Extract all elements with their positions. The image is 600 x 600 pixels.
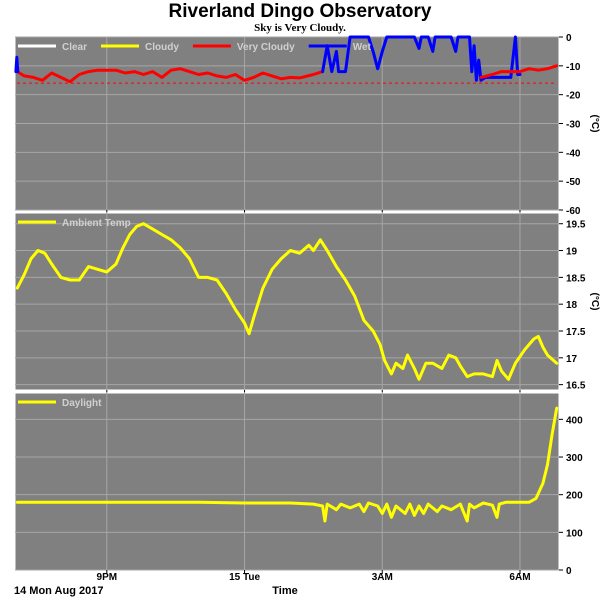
x-axis-tick-label: 3AM [372,572,393,583]
sky-temperature-ytick-label: -60 [566,206,581,217]
sky-temperature-ytick-label: -30 [566,120,581,131]
sky-temperature-legend-label: Wet [353,42,372,53]
ambient-temperature-ytick-label: 17 [566,354,578,365]
ambient-temperature-legend-label: Ambient Temp [62,218,131,229]
sky-temperature-legend-label: Very Cloudy [237,42,295,53]
ambient-temperature-ytick-label: 18.5 [566,273,586,284]
sky-temperature-ytick-label: -10 [566,62,581,73]
ambient-temperature-ytick-label: 16.5 [566,381,586,392]
ambient-temperature-plot-area [14,212,560,391]
sky-temperature-ytick-label: 0 [566,33,572,44]
sky-temperature-legend-label: Clear [62,42,87,53]
daylight-legend-label: Daylight [62,398,102,409]
sky-temperature-y-axis-label: (°C) [589,115,600,133]
ambient-temperature-ytick-label: 17.5 [566,327,586,338]
sky-temperature-series-line [14,55,20,74]
ambient-temperature-series-line [15,222,559,381]
sky-temperature-series-line [15,67,325,84]
ambient-temperature-ytick-label: 19.5 [566,220,586,231]
sky-temperature-ytick-label: -40 [566,148,581,159]
x-axis-tick-label: 9PM [97,572,118,583]
x-axis-tick-label: 15 Tue [229,572,260,583]
daylight-ytick-label: 100 [566,528,583,539]
x-axis-title: Time [272,585,297,597]
ambient-temperature-y-axis-label: (°C) [589,293,600,311]
ambient-temperature-ytick-label: 19 [566,247,578,258]
sky-temperature-legend-label: Cloudy [145,42,179,53]
sky-temperature-series-line [479,64,559,79]
sky-status: Sky is Very Cloudy. [254,22,346,34]
ambient-temperature-ytick-label: 18 [566,300,578,311]
page-title: Riverland Dingo Observatory [168,1,432,22]
sky-temperature-ytick-label: -20 [566,91,581,102]
daylight-ytick-label: 300 [566,453,583,464]
x-axis-tick-label: 6AM [509,572,530,583]
daylight-ytick-label: 0 [566,566,572,577]
daylight-plot-area [14,392,560,571]
daylight-ytick-label: 200 [566,491,583,502]
daylight-ytick-label: 400 [566,415,583,426]
date-label: 14 Mon Aug 2017 [14,585,103,597]
daylight-series-line [15,406,559,523]
sky-temperature-ytick-label: -50 [566,177,581,188]
